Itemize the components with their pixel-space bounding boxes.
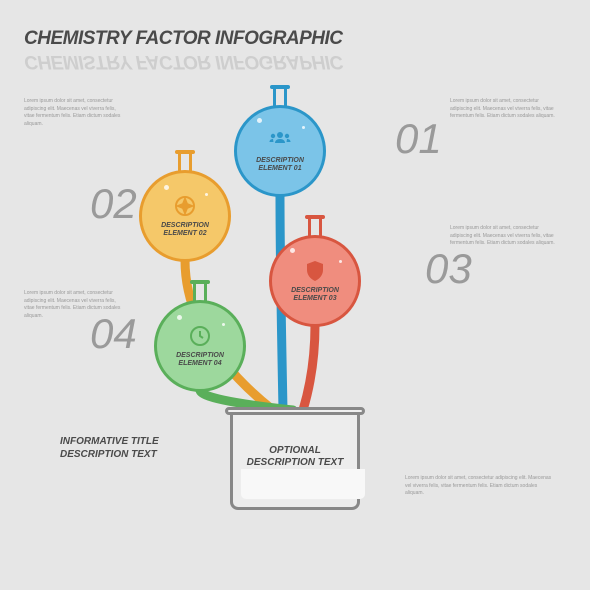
number-01: 01	[395, 115, 442, 163]
flask-01: DESCRIPTIONELEMENT 01	[234, 105, 326, 197]
lorem-beaker: Lorem ipsum dolor sit amet, consectetur …	[405, 475, 555, 498]
shield-icon	[303, 259, 327, 283]
number-03: 03	[425, 245, 472, 293]
lorem-04: Lorem ipsum dolor sit amet, consectetur …	[24, 290, 124, 320]
flask-label-04: DESCRIPTIONELEMENT 04	[176, 352, 224, 367]
flask-label-01: DESCRIPTIONELEMENT 01	[256, 157, 304, 172]
main-title-reflection: CHEMISTRY FACTOR INFOGRAPHIC	[24, 50, 343, 72]
compass-icon	[173, 194, 197, 218]
flask-label-03: DESCRIPTIONELEMENT 03	[291, 287, 339, 302]
main-title: CHEMISTRY FACTOR INFOGRAPHIC	[24, 28, 343, 50]
flask-neck-03	[308, 218, 322, 238]
flask-neck-01	[273, 88, 287, 108]
number-02: 02	[90, 180, 137, 228]
flask-02: DESCRIPTIONELEMENT 02	[139, 170, 231, 262]
beaker-text: OPTIONALDESCRIPTION TEXT	[225, 445, 365, 469]
flask-neck-02	[178, 153, 192, 173]
beaker-side-title: INFORMATIVE TITLEDESCRIPTION TEXT	[60, 435, 159, 461]
lorem-03: Lorem ipsum dolor sit amet, consectetur …	[450, 225, 560, 248]
clock-icon	[188, 324, 212, 348]
flask-label-02: DESCRIPTIONELEMENT 02	[161, 222, 209, 237]
beaker-liquid	[241, 469, 365, 499]
flask-04: DESCRIPTIONELEMENT 04	[154, 300, 246, 392]
people-icon	[268, 129, 292, 153]
beaker-lip	[225, 407, 365, 415]
flask-neck-04	[193, 283, 207, 303]
flask-03: DESCRIPTIONELEMENT 03	[269, 235, 361, 327]
lorem-01: Lorem ipsum dolor sit amet, consectetur …	[450, 98, 560, 121]
beaker: OPTIONALDESCRIPTION TEXT	[225, 405, 365, 515]
lorem-02: Lorem ipsum dolor sit amet, consectetur …	[24, 98, 124, 128]
